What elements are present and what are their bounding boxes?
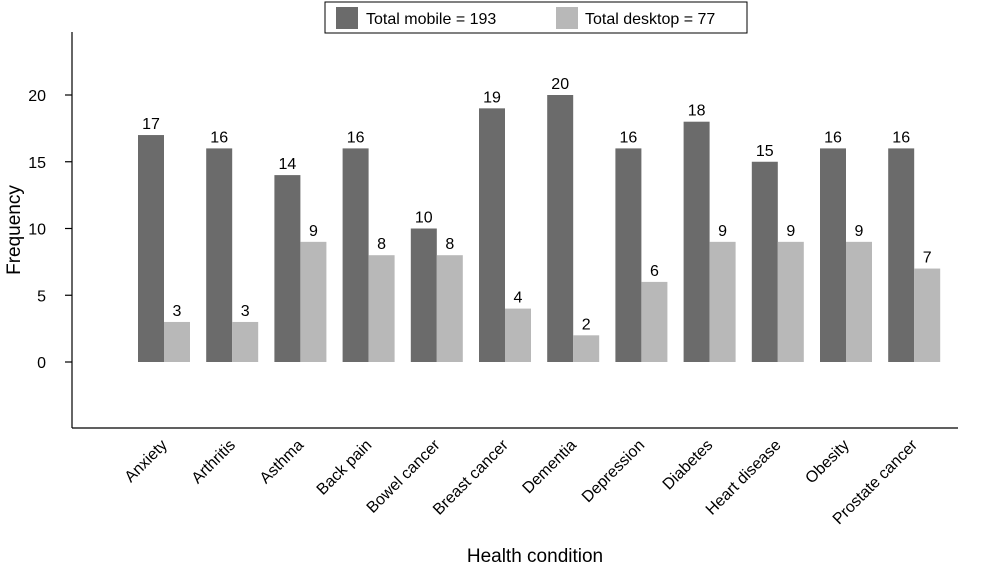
bar-desktop	[164, 321, 190, 362]
data-label: 4	[514, 290, 523, 307]
y-tick-label: 20	[28, 88, 46, 105]
bar-desktop	[777, 241, 804, 362]
bars	[138, 95, 941, 362]
x-tick-label: Arthritis	[189, 437, 239, 487]
y-tick-label: 10	[28, 222, 46, 239]
bar-desktop	[709, 241, 736, 362]
bar-mobile	[479, 108, 505, 362]
x-tick-label: Asthma	[257, 437, 307, 487]
legend-label: Total desktop = 77	[585, 11, 715, 28]
data-label: 20	[551, 76, 569, 93]
bar-mobile	[410, 228, 437, 362]
bar-desktop	[914, 268, 941, 362]
y-tick-label: 0	[37, 355, 46, 372]
bar-desktop	[505, 308, 531, 362]
data-label: 16	[620, 129, 638, 146]
legend-swatch	[556, 7, 578, 29]
bar-desktop	[300, 241, 327, 362]
bar-mobile	[820, 148, 846, 362]
bar-desktop	[368, 255, 395, 362]
data-label: 2	[582, 316, 591, 333]
data-label: 3	[241, 303, 250, 320]
x-tick-label: Depression	[579, 437, 648, 506]
data-label: 16	[824, 129, 842, 146]
x-tick-label: Back pain	[314, 437, 376, 499]
data-label: 16	[347, 129, 365, 146]
data-label: 18	[688, 103, 706, 120]
data-labels: 17 3 16 3 14 9 16 8 10 8 19 4 20 2 16 6 18 9 15 9 16 9 16 7	[142, 76, 932, 333]
data-label: 9	[309, 223, 318, 240]
data-label: 10	[415, 210, 433, 227]
data-label: 8	[377, 236, 386, 253]
data-label: 17	[142, 116, 160, 133]
y-tick-label: 5	[37, 288, 46, 305]
y-tick-label: 15	[28, 155, 46, 172]
x-tick-label: Diabetes	[660, 437, 717, 494]
bar-desktop	[573, 335, 600, 362]
legend-swatch	[336, 7, 358, 29]
bar-desktop	[436, 255, 463, 362]
bar-mobile	[206, 148, 233, 362]
bar-desktop	[641, 281, 668, 362]
data-label: 9	[855, 223, 864, 240]
data-label: 14	[279, 156, 297, 173]
data-label: 3	[173, 303, 182, 320]
data-label: 7	[923, 250, 932, 267]
legend: Total mobile = 193 Total desktop = 77	[324, 1, 748, 34]
data-label: 16	[892, 129, 910, 146]
x-tick-label: Dementia	[520, 437, 581, 498]
data-label: 6	[650, 263, 659, 280]
data-label: 9	[718, 223, 727, 240]
bar-mobile	[342, 148, 369, 362]
x-tick-label: Anxiety	[122, 437, 171, 486]
bar-desktop	[846, 241, 872, 362]
bar-desktop	[232, 321, 259, 362]
x-axis-title: Health condition	[467, 546, 603, 567]
data-label: 16	[210, 129, 228, 146]
bar-mobile	[751, 161, 778, 362]
bar-mobile	[547, 95, 574, 362]
y-axis-title: Frequency	[4, 185, 25, 275]
legend-box	[324, 1, 748, 34]
data-label: 19	[483, 89, 501, 106]
data-label: 9	[786, 223, 795, 240]
x-tick-label: Obesity	[802, 437, 852, 487]
bar-mobile	[615, 148, 642, 362]
bar-mobile	[888, 148, 915, 362]
legend-label: Total mobile = 193	[366, 11, 496, 28]
bar-mobile	[274, 175, 301, 362]
data-label: 8	[445, 236, 454, 253]
bar-mobile	[138, 135, 164, 362]
bar-mobile	[683, 121, 710, 362]
data-label: 15	[756, 143, 774, 160]
